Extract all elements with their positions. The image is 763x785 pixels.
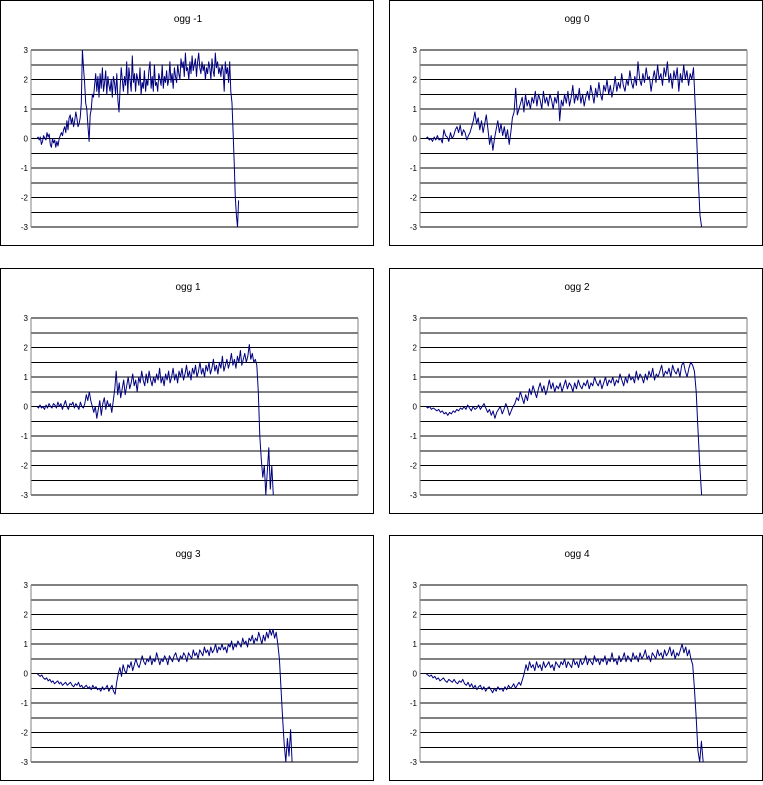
y-tick-label: -1 bbox=[410, 699, 418, 708]
chart-title: ogg 1 bbox=[175, 282, 200, 293]
series-line bbox=[425, 61, 703, 228]
line-chart-ogg-0: ogg 0 3 2 1 0 -1 -2 -3 bbox=[410, 14, 748, 232]
y-tick-label: 2 bbox=[24, 611, 29, 620]
y-tick-label: 0 bbox=[24, 135, 29, 144]
y-tick-label: 0 bbox=[413, 403, 418, 412]
chart-title: ogg 0 bbox=[564, 14, 589, 25]
y-tick-label: 3 bbox=[24, 581, 29, 590]
series-line bbox=[36, 628, 293, 763]
y-tick-label: 1 bbox=[24, 105, 29, 114]
y-tick-label: 1 bbox=[24, 640, 29, 649]
gridlines bbox=[420, 584, 747, 763]
line-chart-ogg-3: ogg 3 3 2 1 0 -1 -2 -3 bbox=[21, 549, 359, 767]
chart-title: ogg 4 bbox=[564, 549, 589, 560]
y-tick-label: 3 bbox=[24, 46, 29, 55]
series-line bbox=[36, 49, 240, 228]
line-chart-ogg-2: ogg 2 3 2 1 0 -1 -2 -3 bbox=[410, 282, 748, 500]
chart-panel-ogg-4: ogg 4 3 2 1 0 -1 -2 -3 bbox=[389, 535, 763, 781]
line-chart-ogg-1: ogg 1 3 2 1 0 -1 -2 -3 bbox=[21, 282, 359, 500]
y-tick-label: 3 bbox=[24, 314, 29, 323]
chart-panel-ogg-0: ogg 0 3 2 1 0 -1 -2 -3 bbox=[389, 0, 763, 246]
y-tick-label: -2 bbox=[21, 462, 29, 471]
y-tick-label: -1 bbox=[21, 164, 29, 173]
chart-panel-ogg-2: ogg 2 3 2 1 0 -1 -2 -3 bbox=[389, 268, 763, 514]
y-tick-label: 2 bbox=[413, 344, 418, 353]
y-tick-label: -1 bbox=[21, 699, 29, 708]
chart-title: ogg 3 bbox=[175, 549, 200, 560]
gridlines bbox=[31, 317, 358, 496]
y-tick-label: 2 bbox=[24, 344, 29, 353]
y-tick-label: -3 bbox=[21, 223, 29, 232]
y-tick-label: -2 bbox=[410, 194, 418, 203]
series-line bbox=[425, 361, 703, 496]
y-tick-label: -2 bbox=[410, 462, 418, 471]
y-tick-label: -1 bbox=[410, 164, 418, 173]
line-chart-ogg-4: ogg 4 3 2 1 0 -1 -2 -3 bbox=[410, 549, 748, 767]
y-tick-label: 3 bbox=[413, 581, 418, 590]
y-tick-label: -2 bbox=[21, 194, 29, 203]
gridlines bbox=[31, 584, 358, 763]
y-tick-label: 2 bbox=[413, 611, 418, 620]
y-tick-label: -3 bbox=[410, 758, 418, 767]
y-tick-label: 0 bbox=[24, 670, 29, 679]
y-tick-label: 3 bbox=[413, 46, 418, 55]
y-tick-label: 0 bbox=[24, 403, 29, 412]
y-tick-label: -3 bbox=[21, 758, 29, 767]
y-tick-label: -1 bbox=[21, 432, 29, 441]
gridlines bbox=[31, 49, 358, 228]
series-line bbox=[36, 344, 274, 496]
chart-title: ogg -1 bbox=[174, 14, 203, 25]
y-tick-label: 3 bbox=[413, 314, 418, 323]
y-tick-label: 2 bbox=[413, 76, 418, 85]
y-tick-label: -2 bbox=[21, 729, 29, 738]
y-tick-label: 0 bbox=[413, 135, 418, 144]
y-tick-label: 1 bbox=[24, 373, 29, 382]
line-chart-ogg-minus-1: ogg -1 3 2 1 0 -1 -2 -3 bbox=[21, 14, 359, 232]
y-tick-label: 1 bbox=[413, 105, 418, 114]
y-tick-label: -3 bbox=[410, 491, 418, 500]
y-tick-label: -1 bbox=[410, 432, 418, 441]
chart-title: ogg 2 bbox=[564, 282, 589, 293]
gridlines bbox=[420, 49, 747, 228]
chart-panel-ogg-1: ogg 1 3 2 1 0 -1 -2 -3 bbox=[0, 268, 374, 514]
chart-panel-ogg-minus-1: ogg -1 3 2 1 0 -1 -2 -3 bbox=[0, 0, 374, 246]
y-tick-label: -3 bbox=[21, 491, 29, 500]
y-tick-label: 0 bbox=[413, 670, 418, 679]
chart-panel-ogg-3: ogg 3 3 2 1 0 -1 -2 -3 bbox=[0, 535, 374, 781]
gridlines bbox=[420, 317, 747, 496]
y-tick-label: -3 bbox=[410, 223, 418, 232]
y-tick-label: 1 bbox=[413, 373, 418, 382]
series-line bbox=[425, 643, 704, 763]
y-tick-label: 2 bbox=[24, 76, 29, 85]
y-tick-label: -2 bbox=[410, 729, 418, 738]
y-tick-label: 1 bbox=[413, 640, 418, 649]
